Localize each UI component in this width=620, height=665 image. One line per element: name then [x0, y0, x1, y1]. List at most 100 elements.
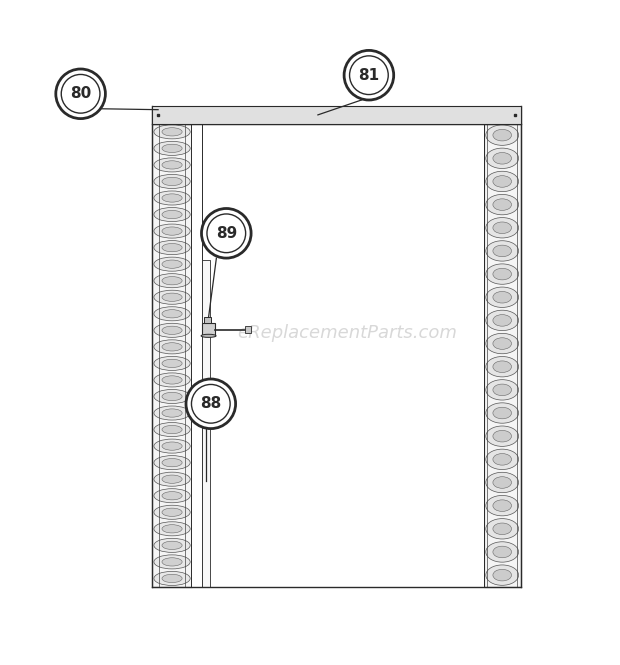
Ellipse shape [154, 158, 190, 172]
Ellipse shape [493, 407, 512, 419]
Ellipse shape [154, 505, 190, 519]
Ellipse shape [154, 323, 190, 337]
Ellipse shape [486, 264, 518, 284]
Ellipse shape [486, 125, 518, 146]
Ellipse shape [493, 315, 512, 327]
Ellipse shape [486, 426, 518, 446]
Ellipse shape [493, 430, 512, 442]
Ellipse shape [493, 454, 512, 465]
Bar [192, 124, 484, 587]
Ellipse shape [162, 409, 182, 417]
Ellipse shape [493, 546, 512, 558]
Ellipse shape [162, 161, 182, 169]
Ellipse shape [486, 148, 518, 168]
Bar [191, 124, 202, 587]
Bar [152, 124, 192, 587]
Ellipse shape [154, 472, 190, 486]
Ellipse shape [162, 310, 182, 318]
Ellipse shape [486, 217, 518, 238]
Ellipse shape [486, 565, 518, 585]
Ellipse shape [493, 152, 512, 164]
Bar [245, 326, 251, 333]
Ellipse shape [493, 130, 512, 141]
Ellipse shape [486, 403, 518, 423]
Ellipse shape [162, 376, 182, 384]
Ellipse shape [201, 334, 216, 337]
Ellipse shape [154, 555, 190, 569]
Ellipse shape [162, 442, 182, 450]
Ellipse shape [162, 194, 182, 202]
Ellipse shape [493, 176, 512, 188]
Ellipse shape [493, 384, 512, 396]
Ellipse shape [154, 290, 190, 305]
Ellipse shape [486, 380, 518, 400]
Ellipse shape [154, 390, 190, 404]
Ellipse shape [162, 178, 182, 186]
Ellipse shape [154, 522, 190, 536]
Ellipse shape [486, 495, 518, 516]
Ellipse shape [493, 338, 512, 349]
Ellipse shape [154, 207, 190, 221]
Ellipse shape [162, 426, 182, 434]
Ellipse shape [154, 456, 190, 469]
Circle shape [350, 56, 388, 94]
Circle shape [202, 209, 251, 258]
Ellipse shape [154, 241, 190, 255]
Ellipse shape [154, 373, 190, 387]
Ellipse shape [162, 293, 182, 301]
Ellipse shape [162, 525, 182, 533]
Ellipse shape [493, 199, 512, 210]
Bar [202, 260, 210, 587]
Circle shape [186, 379, 236, 429]
Ellipse shape [162, 491, 182, 500]
Ellipse shape [162, 359, 182, 368]
Text: 89: 89 [216, 226, 237, 241]
Ellipse shape [493, 291, 512, 303]
Ellipse shape [493, 361, 512, 372]
Ellipse shape [154, 224, 190, 238]
Ellipse shape [486, 310, 518, 331]
Ellipse shape [486, 287, 518, 307]
Circle shape [192, 384, 230, 423]
Ellipse shape [154, 274, 190, 288]
Ellipse shape [162, 558, 182, 566]
Circle shape [61, 74, 100, 113]
Ellipse shape [493, 245, 512, 257]
Ellipse shape [493, 222, 512, 233]
Ellipse shape [162, 144, 182, 152]
Ellipse shape [162, 541, 182, 549]
Ellipse shape [162, 243, 182, 252]
Ellipse shape [486, 194, 518, 215]
Ellipse shape [162, 327, 182, 334]
Ellipse shape [486, 241, 518, 261]
Ellipse shape [162, 392, 182, 400]
Ellipse shape [154, 142, 190, 156]
Ellipse shape [493, 268, 512, 280]
Ellipse shape [162, 260, 182, 268]
Ellipse shape [486, 519, 518, 539]
Ellipse shape [486, 333, 518, 354]
Ellipse shape [162, 277, 182, 285]
Ellipse shape [486, 542, 518, 562]
Bar [202, 323, 215, 336]
Ellipse shape [154, 174, 190, 188]
Ellipse shape [154, 489, 190, 503]
Circle shape [207, 214, 246, 253]
Ellipse shape [154, 125, 190, 139]
Ellipse shape [486, 356, 518, 377]
Ellipse shape [154, 307, 190, 321]
Ellipse shape [493, 523, 512, 535]
Ellipse shape [486, 472, 518, 493]
Circle shape [56, 69, 105, 118]
Ellipse shape [154, 340, 190, 354]
Ellipse shape [154, 571, 190, 585]
Ellipse shape [154, 539, 190, 553]
Ellipse shape [162, 342, 182, 351]
Bar [152, 106, 521, 124]
Ellipse shape [162, 508, 182, 517]
Ellipse shape [162, 128, 182, 136]
Ellipse shape [493, 477, 512, 488]
Ellipse shape [154, 439, 190, 453]
Ellipse shape [154, 406, 190, 420]
Bar [484, 124, 521, 587]
